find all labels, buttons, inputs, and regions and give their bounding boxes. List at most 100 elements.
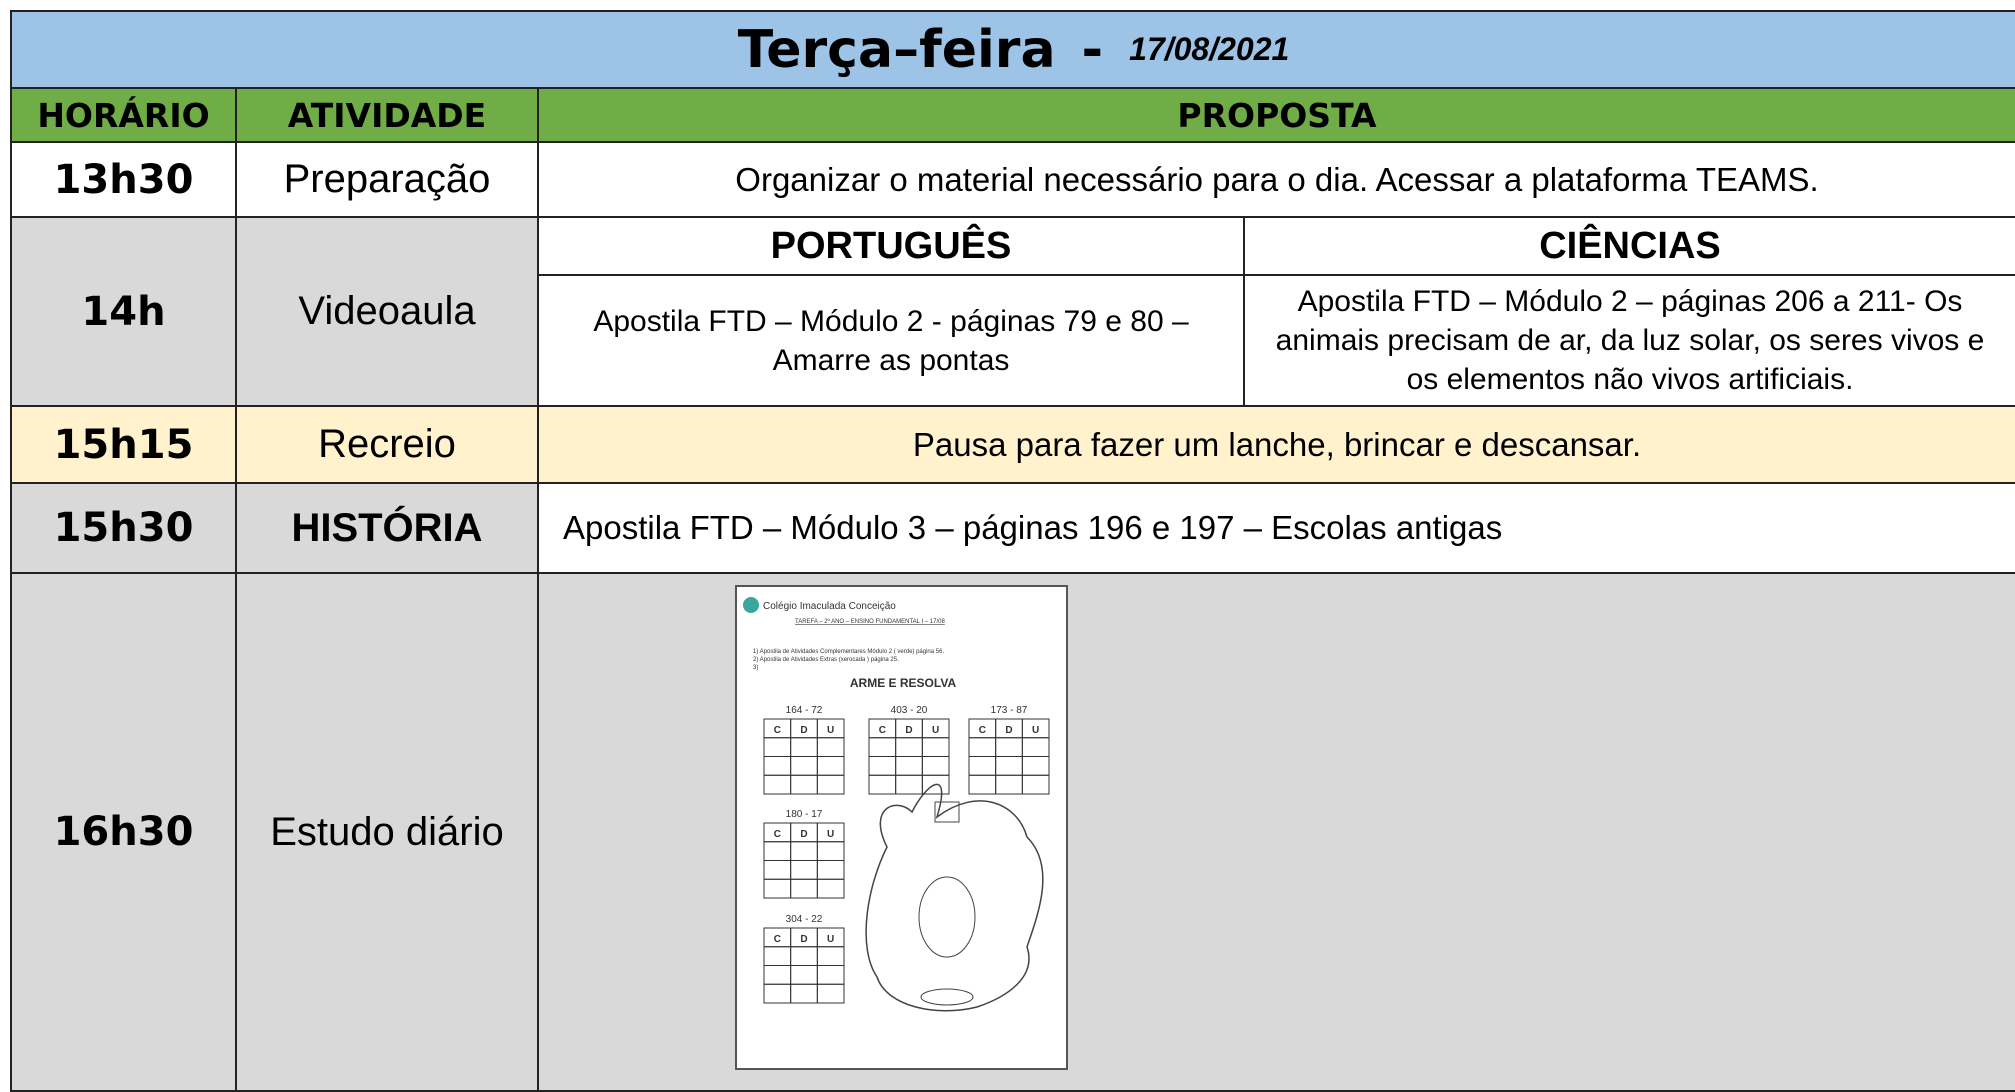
grid-cell — [995, 756, 1023, 776]
grid-cell — [968, 774, 997, 795]
date: 17/08/2021 — [1129, 31, 1290, 67]
grid-cell — [763, 774, 792, 795]
grid-cell — [1021, 737, 1050, 757]
activity: Videoaula — [235, 216, 539, 407]
grid-cell — [968, 756, 997, 776]
activity: HISTÓRIA — [235, 482, 539, 574]
proposal: Organizar o material necessário para o d… — [537, 141, 2015, 218]
school-name: Colégio Imaculada Conceição — [763, 601, 896, 612]
time: 13h30 — [10, 141, 237, 218]
grid-cell — [790, 946, 818, 966]
worksheet-image: Colégio Imaculada Conceição TAREFA – 2º … — [735, 585, 1068, 1070]
problem: 173 - 87 — [991, 705, 1028, 716]
column-header: HORÁRIO — [10, 87, 237, 143]
grid-cell — [895, 737, 923, 757]
worksheet-heading: TAREFA – 2º ANO – ENSINO FUNDAMENTAL I –… — [795, 618, 945, 625]
grid-cell — [921, 737, 950, 757]
subject-text: Apostila FTD – Módulo 2 – páginas 206 a … — [1243, 274, 2015, 407]
proposal: Apostila FTD – Módulo 3 – páginas 196 e … — [537, 482, 2015, 574]
grid-cell — [995, 774, 1023, 795]
worksheet-item: 3) — [753, 665, 758, 671]
time: 14h — [10, 216, 237, 407]
logo — [743, 597, 759, 613]
problem: 304 - 22 — [786, 914, 823, 925]
place-value: D — [800, 829, 807, 840]
grid-cell — [816, 878, 845, 899]
worksheet: Colégio Imaculada Conceição TAREFA – 2º … — [743, 597, 1050, 1012]
grid-cell — [895, 756, 923, 776]
problem: 180 - 17 — [786, 809, 823, 820]
column-header: PROPOSTA — [537, 87, 2015, 143]
worksheet-instruction: ARME E RESOLVA — [850, 676, 957, 690]
worksheet-item: 1) Apostila de Atividades Complementares… — [753, 649, 944, 655]
grid-cell — [816, 860, 845, 880]
grid-cell — [868, 756, 897, 776]
grid-cell — [790, 774, 818, 795]
separator: - — [1081, 19, 1104, 80]
page: {"header":{"title":"Terça–feira","separa… — [10, 10, 2015, 1092]
grid-cell — [763, 860, 792, 880]
place-value: U — [1032, 725, 1039, 736]
title-bar: Terça–feira - 17/08/2021 — [10, 10, 2015, 89]
place-value: U — [827, 934, 834, 945]
time: 15h15 — [10, 405, 237, 484]
grid-cell — [790, 737, 818, 757]
grid-cell — [868, 737, 897, 757]
grid-cell — [763, 946, 792, 966]
grid-cell — [816, 756, 845, 776]
grid-cell — [816, 946, 845, 966]
place-value: U — [932, 725, 939, 736]
place-value: D — [905, 725, 912, 736]
grid-cell — [790, 983, 818, 1004]
place-value: D — [800, 725, 807, 736]
grid-cell — [921, 774, 950, 795]
grid-cell — [763, 737, 792, 757]
grid-cell — [816, 774, 845, 795]
time: 15h30 — [10, 482, 237, 574]
place-value: U — [827, 829, 834, 840]
grid-cell — [816, 965, 845, 985]
grid-cell — [1021, 774, 1050, 795]
grid-cell — [763, 878, 792, 899]
grid-cell — [895, 774, 923, 795]
grid-cell — [816, 983, 845, 1004]
grid-cell — [790, 878, 818, 899]
grid-cell — [816, 841, 845, 861]
subject: PORTUGUÊS — [537, 216, 1245, 276]
grid-cell — [1021, 756, 1050, 776]
grid-cell — [790, 756, 818, 776]
activity: Estudo diário — [235, 572, 539, 1092]
illustration — [918, 876, 976, 958]
grid-cell — [968, 737, 997, 757]
grid-cell — [790, 965, 818, 985]
grid-cell — [763, 965, 792, 985]
column-header: ATIVIDADE — [235, 87, 539, 143]
illustration — [934, 801, 960, 823]
grid-cell — [868, 774, 897, 795]
place-value: D — [800, 934, 807, 945]
illustration — [920, 988, 974, 1006]
grid-cell — [790, 860, 818, 880]
place-value: U — [827, 725, 834, 736]
grid-cell — [763, 841, 792, 861]
grid-cell — [763, 983, 792, 1004]
grid-cell — [790, 841, 818, 861]
place-value: C — [774, 829, 781, 840]
grid-cell — [816, 737, 845, 757]
grid-cell — [921, 756, 950, 776]
activity: Preparação — [235, 141, 539, 218]
subject-text: Apostila FTD – Módulo 2 - páginas 79 e 8… — [537, 274, 1245, 407]
problem: 403 - 20 — [891, 705, 928, 716]
problem: 164 - 72 — [786, 705, 823, 716]
place-value: C — [774, 934, 781, 945]
illustration — [865, 783, 1044, 1012]
subject: CIÊNCIAS — [1243, 216, 2015, 276]
time: 16h30 — [10, 572, 237, 1092]
place-value: C — [979, 725, 986, 736]
activity: Recreio — [235, 405, 539, 484]
grid-cell — [763, 756, 792, 776]
day-title: Terça–feira — [737, 19, 1056, 80]
place-value: C — [774, 725, 781, 736]
grid-cell — [995, 737, 1023, 757]
worksheet-item: 2) Apostila de Atividades Extras (xeroca… — [753, 657, 899, 663]
